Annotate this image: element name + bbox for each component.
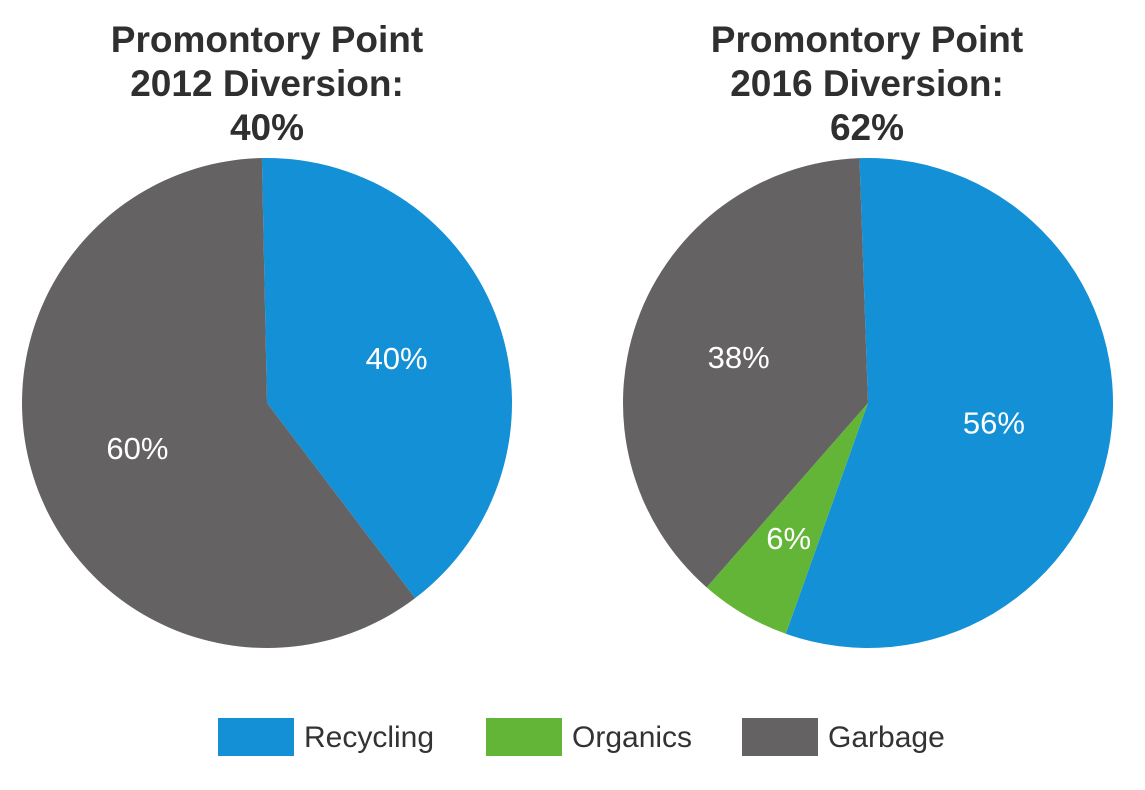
pie-2012-label-garbage: 60%: [106, 431, 168, 466]
pie-2016-label-organics: 6%: [766, 521, 811, 556]
pie-2012: 40% 60%: [22, 157, 513, 648]
pie-2016-slice-garbage: [623, 158, 868, 588]
legend-label-garbage: Garbage: [828, 721, 945, 754]
pie-2016-label-recycling: 56%: [963, 406, 1025, 441]
pie-2012-title: Promontory Point 2012 Diversion: 40%: [7, 18, 527, 150]
pie-2016-slice-organics: [706, 403, 868, 634]
pie-2016-title: Promontory Point 2016 Diversion: 62%: [607, 18, 1127, 150]
legend-swatch-organics: [486, 718, 562, 756]
pie-2012-label-recycling: 40%: [366, 341, 428, 376]
pie-2016: 56% 6% 38%: [623, 158, 1114, 649]
legend-label-organics: Organics: [572, 721, 693, 754]
legend: Recycling Organics Garbage: [0, 715, 1145, 759]
pie-2012-title-line-1: Promontory Point: [110, 19, 424, 60]
pie-2012-title-line-3: 40%: [229, 107, 305, 148]
pie-2016-title-line-2: 2016 Diversion:: [730, 63, 1004, 104]
legend-swatch-garbage: [742, 718, 818, 756]
legend-label-recycling: Recycling: [304, 721, 435, 754]
pie-2016-slice-recycling: [785, 158, 1114, 649]
pie-2012-title-line-2: 2012 Diversion:: [130, 63, 404, 104]
pie-2012-slice-garbage: [22, 158, 416, 648]
pie-2016-label-garbage: 38%: [708, 340, 770, 375]
pie-2016-title-line-1: Promontory Point: [710, 19, 1024, 60]
pie-2012-slice-recycling: [261, 157, 513, 599]
pie-2016-title-line-3: 62%: [829, 107, 905, 148]
legend-swatch-recycling: [218, 718, 294, 756]
pie-charts: 40% 60% 56% 6% 38%: [22, 157, 1114, 649]
